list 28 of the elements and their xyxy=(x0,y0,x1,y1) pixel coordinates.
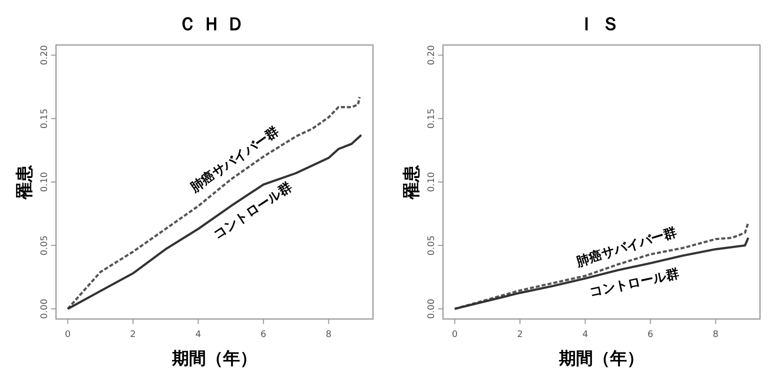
y-tick-label: 0.00 xyxy=(427,298,437,319)
x-tick-label: 4 xyxy=(195,330,202,340)
chart-title: ＣＨＤ xyxy=(178,14,250,35)
x-tick-label: 8 xyxy=(712,330,719,340)
x-tick-label: 2 xyxy=(130,330,136,340)
y-tick-label: 0.10 xyxy=(40,172,50,192)
y-tick-label: 0.05 xyxy=(427,235,437,256)
x-axis-title: 期間（年） xyxy=(171,349,257,369)
y-tick-label: 0.20 xyxy=(40,44,50,66)
y-tick-label: 0.00 xyxy=(40,298,50,319)
x-tick-label: 6 xyxy=(260,330,267,340)
y-tick-label: 0.15 xyxy=(427,108,437,129)
x-tick-label: 2 xyxy=(517,330,523,340)
x-tick-label: 0 xyxy=(452,330,458,340)
line-series xyxy=(66,96,361,310)
y-tick-label: 0.05 xyxy=(40,235,50,256)
y-tick-label: 0.20 xyxy=(427,44,437,66)
x-tick-label: 4 xyxy=(582,330,588,340)
x-axis-title: 期間（年） xyxy=(558,349,644,369)
x-tick-label: 0 xyxy=(64,330,71,340)
x-tick-label: 8 xyxy=(326,330,332,340)
y-axis-title: 罹患 xyxy=(402,164,422,200)
y-tick-label: 0.15 xyxy=(40,108,50,129)
text: コントロール群 xyxy=(588,266,680,300)
chart-title: ＩＳ xyxy=(578,14,626,35)
y-axis-title: 罹患 xyxy=(15,164,35,200)
y-tick-label: 0.10 xyxy=(427,172,437,192)
x-tick-label: 6 xyxy=(648,330,654,340)
